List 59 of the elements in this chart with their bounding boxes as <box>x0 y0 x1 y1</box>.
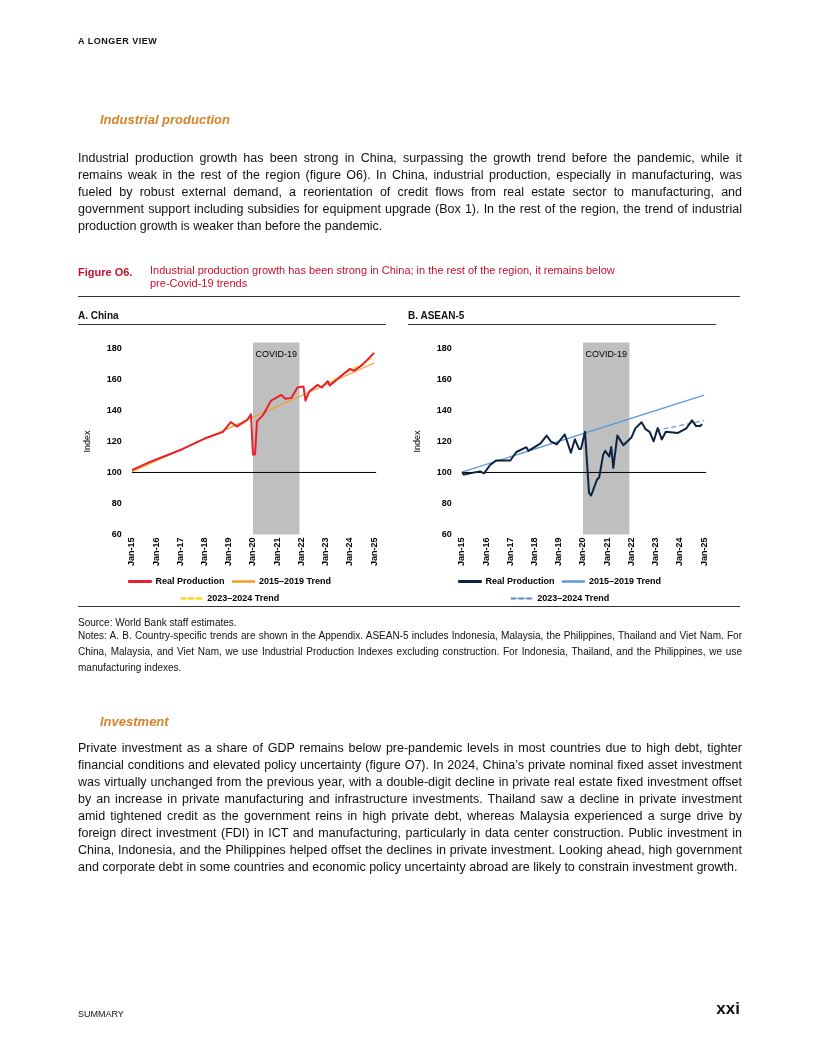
x-tick-label: Jan-18 <box>199 537 209 567</box>
legend-label: 2015–2019 Trend <box>258 575 332 586</box>
x-tick-label: Jan-18 <box>529 537 539 567</box>
x-tick-label: Jan-19 <box>223 537 234 567</box>
y-tick-label: 60 <box>441 528 452 539</box>
x-tick-label: Jan-15 <box>126 537 137 567</box>
y-tick-label: 160 <box>106 373 122 384</box>
x-tick-label: Jan-17 <box>504 537 515 567</box>
band-label: COVID-19 <box>585 349 627 360</box>
text: xxi <box>715 999 740 1018</box>
y-tick-label: 180 <box>106 342 122 353</box>
chart-title: B. ASEAN-5 <box>408 310 716 325</box>
text: Industrial production growth has been strong in China, surpassing the growth trend before the pandemic, while it remains weak in the rest of the region (figure O6). In China, industrial production, especially in manufacturing, was fueled by robust external demand, a reorientation of credit flows from real estate sector to manufacturing, and government support including subsidies for equipment upgrade (Box 1). In the rest of the region, the trend of industrial production growth is weaker than before the pandemic. <box>78 150 742 235</box>
x-tick-label: Jan-22 <box>295 537 306 567</box>
x-tick-label: Jan-23 <box>650 537 661 567</box>
text: A LONGER VIEW <box>78 35 159 48</box>
x-tick-label: Jan-25 <box>368 537 379 567</box>
y-tick-label: 160 <box>436 373 452 384</box>
legend-label: 2023–2024 Trend <box>207 592 280 603</box>
y-tick-label: 60 <box>111 528 122 539</box>
text: Notes: A. B. Country-specific trends are shown in the Appendix. ASEAN-5 includes Indonesia, Malaysia, the Philippines, Thailand and Viet Nam. For China, Malaysia, and Viet Nam, we use Industrial Production Indexes excluding construction. For Indonesia, Thailand, and the Philippines, we use manufacturing indexes. <box>78 629 742 675</box>
x-tick-label: Jan-21 <box>271 537 282 567</box>
text: Industrial production growth has been strong in China; in the rest of the region, it remains below pre-Covid-19 trends <box>150 264 616 290</box>
x-tick-label: Jan-20 <box>247 537 258 567</box>
x-tick-label: Jan-17 <box>174 537 185 567</box>
legend-label: 2023–2024 Trend <box>537 592 610 603</box>
y-tick-label: 100 <box>436 466 452 477</box>
x-tick-label: Jan-20 <box>577 537 588 567</box>
y-tick-label: 140 <box>106 404 122 415</box>
text: Private investment as a share of GDP remains below pre-pandemic levels in most countries due to high debt, tighter financial conditions and elevated policy uncertainty (figure O7). In 2024, China’s private nominal fixed asset investment was virtually unchanged from the previous year, with a double-digit decline in private real estate fixed investment offset by an increase in private manufacturing and infrastructure investments. Thailand saw a decline in private investment amid tightened credit as the government reins in high private debt, whereas Malaysia experienced a surge drive by foreign direct investment (FDI) in ICT and manufacturing, particularly in data center construction. Public investment in China, Indonesia, and the Philippines helped offset the declines in private investment. Looking ahead, high government and corporate debt in some countries and economic policy uncertainty abroad are likely to constrain investment growth. <box>78 740 742 876</box>
text: SUMMARY <box>78 1008 125 1021</box>
x-tick-label: Jan-21 <box>601 537 612 567</box>
x-tick-label: Jan-25 <box>698 537 709 567</box>
x-tick-label: Jan-22 <box>625 537 636 567</box>
legend-label: Real Production <box>485 575 555 586</box>
y-tick-label: 80 <box>441 497 452 508</box>
y-axis-title: Index <box>411 429 422 453</box>
x-tick-label: Jan-15 <box>456 537 467 567</box>
x-tick-label: Jan-24 <box>674 537 685 567</box>
legend-label: Real Production <box>155 575 225 586</box>
y-tick-label: 120 <box>436 435 452 446</box>
y-tick-label: 100 <box>106 466 122 477</box>
source-note: Source: World Bank staff estimates. <box>78 616 238 630</box>
legend-label: 2015–2019 Trend <box>588 575 662 586</box>
y-tick-label: 140 <box>436 404 452 415</box>
y-tick-label: 120 <box>106 435 122 446</box>
band-label: COVID-19 <box>255 349 297 360</box>
y-tick-label: 80 <box>111 497 122 508</box>
x-tick-label: Jan-23 <box>320 537 331 567</box>
x-tick-label: Jan-16 <box>150 537 161 567</box>
chart-title: A. China <box>78 310 386 325</box>
x-tick-label: Jan-16 <box>480 537 491 567</box>
x-tick-label: Jan-19 <box>553 537 564 567</box>
text: Investment <box>100 713 170 730</box>
text: Industrial production <box>100 111 231 128</box>
x-tick-label: Jan-24 <box>344 537 355 567</box>
y-axis-title: Index <box>81 429 92 453</box>
y-tick-label: 180 <box>436 342 452 353</box>
caption: Figure O6. <box>78 265 134 280</box>
